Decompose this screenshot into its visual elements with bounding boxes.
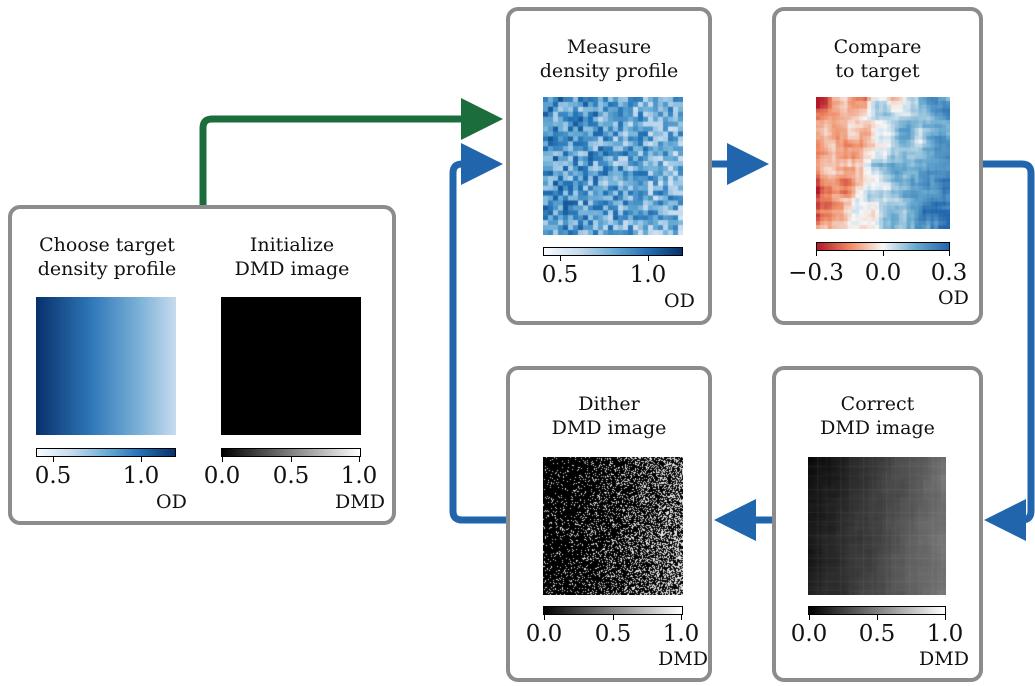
arrow-compare-to-correct (983, 160, 1035, 541)
measure-tick-2: 1.0 (629, 262, 667, 288)
measure-tickmark-1 (560, 256, 561, 261)
compare-unit: OD (938, 287, 969, 309)
arrow-dither-to-measure (449, 143, 507, 524)
dither-title-line2: DMD image (551, 417, 667, 439)
correct-title-line2: DMD image (820, 417, 935, 439)
measure-title-line2: density profile (539, 60, 679, 82)
init-title-line2: DMD image (234, 258, 350, 280)
init-title: Initialize DMD image (212, 233, 372, 281)
init-tick-2: 0.5 (272, 463, 310, 489)
measure-tick-1: 0.5 (541, 262, 579, 288)
correct-tick-2: 0.5 (858, 621, 896, 647)
dither-unit: DMD (658, 648, 708, 670)
corrected-dmd-image (808, 457, 946, 595)
correct-unit: DMD (919, 648, 969, 670)
dither-tick-3: 1.0 (662, 621, 700, 647)
correct-title: Correct DMD image (776, 392, 979, 440)
compare-tick-2: 0.0 (864, 260, 902, 286)
target-colorbar (36, 448, 176, 457)
target-tickmark-1 (53, 457, 54, 462)
correct-tickmark-1 (809, 615, 810, 620)
init-title-line1: Initialize (249, 234, 335, 256)
init-colorbar (221, 448, 361, 457)
dither-tickmark-2 (613, 615, 614, 620)
correct-colorbar (808, 606, 946, 615)
start-box: Choose target density profile 0.5 1.0 OD… (8, 205, 396, 525)
correct-tick-1: 0.0 (790, 621, 828, 647)
init-dmd-image (221, 297, 361, 435)
compare-title: Compare to target (776, 35, 979, 83)
dither-tickmark-3 (681, 615, 682, 620)
measure-title-line1: Measure (566, 36, 652, 58)
init-tickmark-2 (291, 457, 292, 462)
correct-tickmark-2 (877, 615, 878, 620)
dither-title: Dither DMD image (510, 392, 708, 440)
measured-density-image (543, 97, 683, 235)
correct-title-line1: Correct (840, 393, 915, 415)
measure-unit: OD (664, 290, 695, 312)
init-tickmark-1 (222, 457, 223, 462)
correct-tick-3: 1.0 (926, 621, 964, 647)
init-tick-3: 1.0 (340, 463, 378, 489)
dithered-dmd-image (543, 457, 683, 595)
init-unit: DMD (335, 491, 385, 513)
init-tickmark-3 (359, 457, 360, 462)
target-title-line2: density profile (37, 258, 177, 280)
target-density-image (36, 297, 176, 435)
target-tick-2: 1.0 (122, 463, 160, 489)
measure-box: Measure density profile 0.5 1.0 OD (506, 7, 712, 325)
difference-image (816, 97, 950, 229)
measure-colorbar (543, 247, 683, 256)
compare-box: Compare to target −0.3 0.0 0.3 OD (772, 7, 983, 325)
dither-colorbar (543, 606, 683, 615)
compare-tickmark-2 (883, 251, 884, 256)
dither-tickmark-1 (544, 615, 545, 620)
dither-tick-2: 0.5 (594, 621, 632, 647)
dither-title-line1: Dither (578, 393, 640, 415)
compare-title-line2: to target (835, 60, 920, 82)
init-tick-1: 0.0 (203, 463, 241, 489)
target-unit: OD (156, 491, 187, 513)
measure-tickmark-2 (648, 256, 649, 261)
correct-box: Correct DMD image 0.0 0.5 1.0 DMD (772, 366, 983, 682)
compare-colorbar (816, 242, 950, 251)
measure-title: Measure density profile (510, 35, 708, 83)
compare-title-line1: Compare (833, 36, 922, 58)
target-tick-1: 0.5 (34, 463, 72, 489)
correct-tickmark-3 (945, 615, 946, 620)
compare-tick-1: −0.3 (788, 260, 844, 286)
dither-box: Dither DMD image 0.0 0.5 1.0 DMD (506, 366, 712, 682)
compare-tick-3: 0.3 (930, 260, 968, 286)
target-tickmark-2 (141, 457, 142, 462)
dither-tick-1: 0.0 (525, 621, 563, 647)
arrow-start-to-measure (199, 98, 503, 208)
target-title-line1: Choose target (39, 234, 175, 256)
compare-tickmark-3 (949, 251, 950, 256)
compare-tickmark-1 (816, 251, 817, 256)
target-title: Choose target density profile (22, 233, 192, 281)
